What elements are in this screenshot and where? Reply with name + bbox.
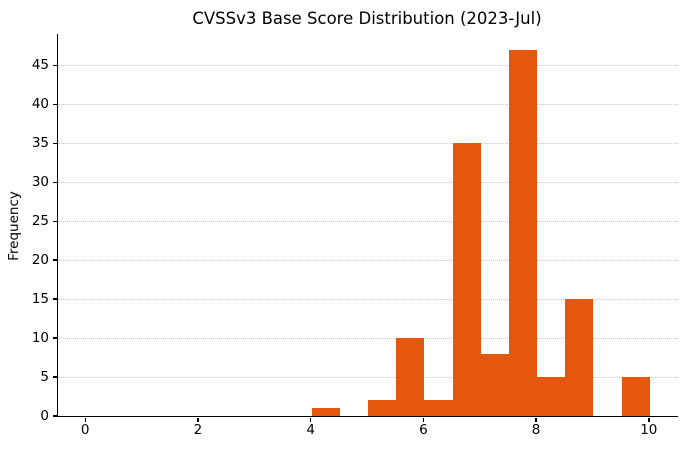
y-tick-label-0: 0 bbox=[40, 408, 49, 424]
histogram-bar-8.5-9 bbox=[565, 299, 594, 416]
y-tick-mark-15 bbox=[53, 298, 57, 300]
histogram-bar-5-5.5 bbox=[368, 400, 397, 416]
y-tick-mark-10 bbox=[53, 337, 57, 339]
y-tick-mark-5 bbox=[53, 376, 57, 378]
histogram-bar-7.5-8 bbox=[508, 49, 538, 416]
y-tick-mark-40 bbox=[53, 103, 57, 105]
x-tick-label-10: 10 bbox=[640, 422, 658, 438]
y-tick-label-30: 30 bbox=[31, 174, 49, 191]
y-tick-label-40: 40 bbox=[31, 96, 49, 113]
gridline-y-20 bbox=[58, 259, 678, 261]
y-tick-mark-45 bbox=[53, 64, 57, 66]
histogram-bar-9.5-10 bbox=[621, 377, 650, 416]
gridline-y-10 bbox=[58, 337, 678, 339]
histogram-bar-7-7.5 bbox=[480, 353, 509, 416]
chart-title: CVSSv3 Base Score Distribution (2023-Jul… bbox=[192, 9, 542, 28]
y-tick-mark-35 bbox=[53, 142, 57, 144]
x-tick-label-0: 0 bbox=[80, 422, 90, 438]
gridline-y-15 bbox=[58, 298, 678, 300]
y-tick-mark-30 bbox=[53, 181, 57, 183]
histogram-bar-6-6.5 bbox=[424, 400, 453, 416]
x-tick-mark-0 bbox=[84, 417, 86, 422]
histogram-bar-4-4.5 bbox=[311, 408, 340, 416]
y-tick-label-15: 15 bbox=[31, 291, 49, 308]
x-tick-mark-2 bbox=[197, 417, 199, 422]
plot-area bbox=[57, 34, 678, 417]
x-tick-label-6: 6 bbox=[419, 422, 428, 438]
x-tick-label-2: 2 bbox=[193, 422, 203, 438]
x-tick-mark-4 bbox=[310, 417, 312, 422]
histogram-bar-8-8.5 bbox=[537, 377, 566, 416]
y-tick-label-20: 20 bbox=[31, 252, 49, 269]
gridline-y-25 bbox=[58, 220, 678, 222]
y-tick-mark-20 bbox=[53, 259, 57, 261]
x-tick-label-4: 4 bbox=[306, 422, 315, 438]
gridline-y-35 bbox=[58, 142, 678, 144]
x-tick-mark-10 bbox=[648, 417, 650, 422]
y-tick-mark-25 bbox=[53, 220, 57, 222]
y-tick-label-5: 5 bbox=[40, 369, 49, 386]
gridline-y-45 bbox=[58, 64, 678, 66]
histogram-bar-5.5-6 bbox=[396, 338, 425, 416]
gridline-y-30 bbox=[58, 181, 678, 183]
gridline-y-5 bbox=[58, 376, 678, 378]
y-tick-label-25: 25 bbox=[31, 213, 49, 230]
gridline-y-40 bbox=[58, 103, 678, 105]
x-tick-mark-6 bbox=[422, 417, 425, 422]
y-tick-label-35: 35 bbox=[31, 135, 49, 152]
x-tick-mark-8 bbox=[535, 417, 537, 422]
x-tick-label-8: 8 bbox=[531, 422, 541, 438]
y-tick-label-45: 45 bbox=[31, 57, 49, 74]
y-tick-label-10: 10 bbox=[31, 330, 49, 347]
y-tick-mark-0 bbox=[53, 415, 57, 417]
histogram-bar-6.5-7 bbox=[452, 143, 481, 416]
